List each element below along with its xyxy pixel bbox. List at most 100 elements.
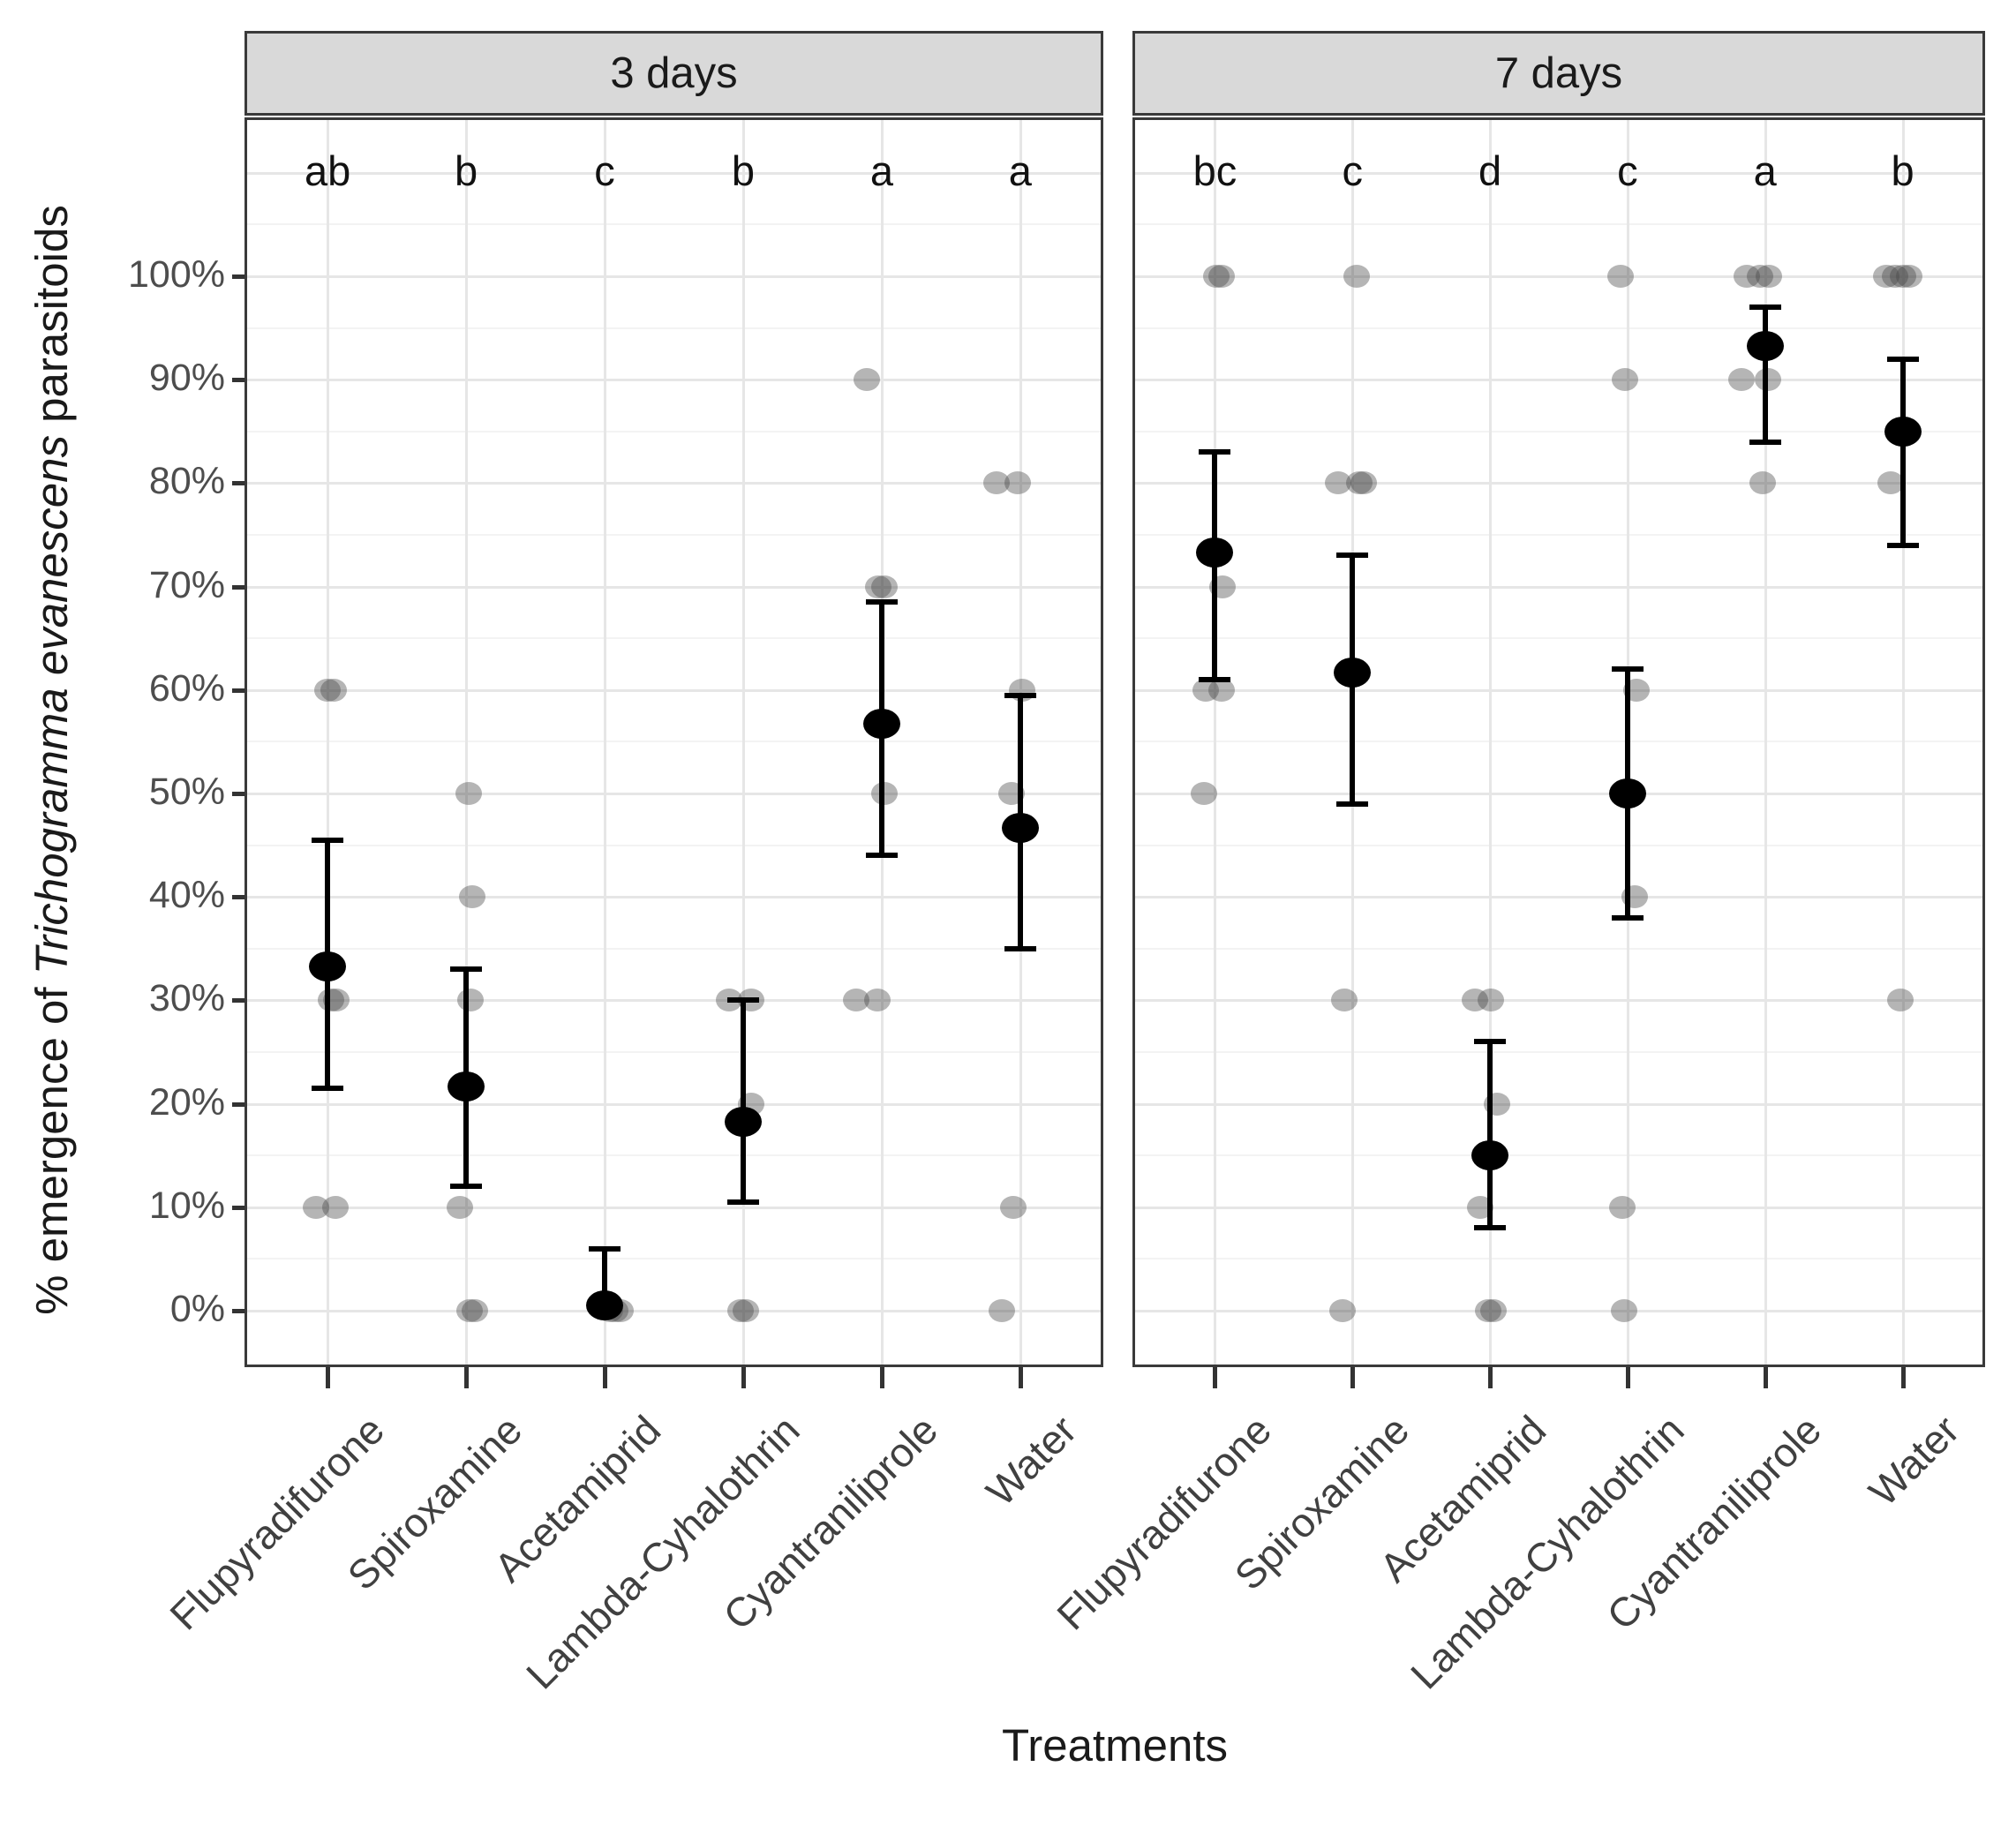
error-bar <box>740 1000 746 1202</box>
jitter-point <box>863 989 891 1012</box>
jitter-point <box>1886 989 1914 1012</box>
jitter-point <box>1727 368 1755 392</box>
error-bar-cap-bottom <box>1474 1225 1507 1231</box>
jitter-point <box>303 1195 330 1219</box>
jitter-point <box>456 1299 484 1322</box>
jitter-point <box>1749 471 1776 495</box>
x-tick-mark <box>1763 1367 1768 1388</box>
jitter-point <box>1191 782 1218 805</box>
gridline-minor <box>1132 1051 1985 1053</box>
mean-point <box>724 1106 762 1137</box>
jitter-point <box>1610 1299 1637 1322</box>
y-tick-mark <box>232 584 244 590</box>
gridline-minor <box>1132 223 1985 226</box>
gridline-major <box>1132 896 1985 899</box>
significance-letter: b <box>731 147 756 194</box>
x-tick-mark <box>741 1367 746 1388</box>
gridline-major <box>244 171 1103 175</box>
gridline-minor <box>1132 1154 1985 1157</box>
jitter-point <box>1329 1299 1357 1322</box>
error-bar-cap-top <box>1886 356 1919 362</box>
mean-point <box>1196 537 1234 568</box>
jitter-point <box>1478 989 1505 1012</box>
jitter-point <box>1611 368 1638 392</box>
mean-point <box>1334 657 1372 688</box>
gridline-major <box>1132 999 1985 1003</box>
gridline-minor <box>1132 1258 1985 1260</box>
panel-border <box>244 117 1103 1367</box>
x-tick-mark <box>1488 1367 1493 1388</box>
jitter-point <box>1203 265 1230 288</box>
gridline-vertical <box>327 117 330 1367</box>
significance-letter: a <box>1753 147 1777 194</box>
jitter-point <box>1331 989 1358 1012</box>
jitter-point <box>1895 265 1922 288</box>
y-tick-mark <box>232 1205 244 1210</box>
gridline-major <box>244 275 1103 278</box>
mean-point <box>448 1071 485 1101</box>
gridline-minor <box>244 1258 1103 1260</box>
error-bar-cap-bottom <box>312 1086 344 1092</box>
gridline-major <box>1132 171 1985 175</box>
y-tick-label: 90% <box>148 357 225 400</box>
gridline-major <box>244 1310 1103 1312</box>
gridline-major <box>244 1206 1103 1209</box>
gridline-minor <box>244 534 1103 536</box>
gridline-major <box>244 688 1103 692</box>
jitter-point <box>459 885 486 909</box>
significance-letter: c <box>1617 147 1638 194</box>
mean-point <box>1608 778 1646 808</box>
significance-letter: ab <box>305 147 351 194</box>
x-tick-label: Flupyradifurone <box>160 1406 393 1639</box>
error-bar-cap-top <box>1749 304 1781 311</box>
gridline-minor <box>244 1051 1103 1053</box>
y-tick-label: 30% <box>148 977 225 1020</box>
gridline-major <box>1132 1102 1985 1106</box>
gridline-minor <box>1132 844 1985 846</box>
mean-point <box>1746 330 1784 361</box>
gridline-minor <box>1132 637 1985 640</box>
error-bar-cap-bottom <box>1611 914 1644 921</box>
jitter-point <box>1746 265 1773 288</box>
jitter-point <box>870 782 898 805</box>
jitter-point <box>462 1299 489 1322</box>
y-tick-mark <box>232 998 244 1004</box>
jitter-point <box>1606 265 1634 288</box>
x-tick-mark <box>603 1367 608 1388</box>
jitter-point <box>1608 1195 1636 1219</box>
error-bar-cap-top <box>312 837 344 843</box>
error-bar <box>1762 307 1768 442</box>
mean-point <box>586 1290 624 1321</box>
facet-strip-7-days: 7 days <box>1132 31 1985 116</box>
y-axis-title: % emergence of Trichogramma evanescens p… <box>25 54 78 1466</box>
gridline-minor <box>244 327 1103 329</box>
gridline-major <box>244 379 1103 382</box>
jitter-point <box>842 989 869 1012</box>
gridline-minor <box>1132 741 1985 743</box>
error-bar-cap-top <box>726 997 759 1004</box>
facet-strip-3-days: 3 days <box>244 31 1103 116</box>
jitter-point <box>320 678 348 702</box>
significance-letter: a <box>1008 147 1032 194</box>
significance-letter: bc <box>1192 147 1237 194</box>
error-bar-cap-bottom <box>726 1199 759 1205</box>
error-bar-cap-top <box>450 966 483 973</box>
y-tick-label: 10% <box>148 1184 225 1227</box>
error-bar-cap-bottom <box>1336 801 1369 807</box>
jitter-point <box>314 678 342 702</box>
x-axis-title: Treatments <box>1001 1720 1229 1771</box>
jitter-point <box>1889 265 1916 288</box>
jitter-point <box>318 989 345 1012</box>
error-bar-cap-top <box>1474 1039 1507 1045</box>
jitter-point <box>1872 265 1899 288</box>
gridline-major <box>1132 482 1985 485</box>
error-bar-cap-bottom <box>865 853 898 859</box>
significance-letter: b <box>1891 147 1914 194</box>
significance-letter: c <box>1342 147 1364 194</box>
jitter-point <box>982 471 1010 495</box>
x-tick-label: Water <box>977 1406 1086 1515</box>
jitter-point <box>853 368 880 392</box>
gridline-vertical <box>465 117 469 1367</box>
y-tick-label: 20% <box>148 1080 225 1124</box>
